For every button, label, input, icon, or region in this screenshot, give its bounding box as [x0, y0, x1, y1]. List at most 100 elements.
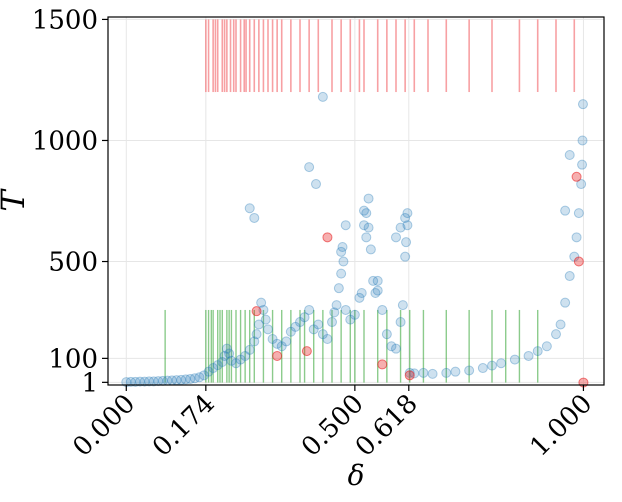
data-point [212, 360, 223, 371]
x-tick-label: 0.618 [350, 389, 424, 463]
data-point [427, 368, 438, 379]
data-point [253, 319, 264, 330]
data-point [260, 314, 271, 325]
data-point [317, 91, 328, 102]
highlight-point [272, 350, 283, 361]
data-point [299, 312, 310, 323]
x-tick-label: 1.000 [525, 389, 599, 463]
highlight-point [377, 359, 388, 370]
green-rug-lines [164, 309, 539, 383]
data-point [144, 376, 155, 387]
data-point [354, 292, 365, 303]
data-point [402, 220, 413, 231]
data-point [199, 370, 209, 381]
data-point [551, 329, 561, 340]
data-point [363, 222, 374, 233]
data-point [571, 232, 582, 243]
data-point [135, 376, 145, 387]
data-point [256, 297, 267, 308]
data-point [496, 358, 507, 369]
data-point [397, 300, 408, 311]
data-point [338, 256, 349, 267]
data-point [217, 357, 228, 367]
data-point [386, 341, 397, 352]
data-point [577, 135, 588, 146]
data-point [235, 354, 246, 365]
data-point [391, 343, 401, 354]
data-point [381, 329, 392, 340]
highlight-point [301, 346, 312, 357]
data-point [564, 271, 575, 282]
data-point [249, 336, 260, 347]
data-point [276, 341, 287, 352]
data-point [363, 193, 374, 204]
data-point [251, 329, 262, 340]
y-tick-label: 1 [81, 368, 98, 398]
data-point [402, 208, 413, 219]
data-point [327, 317, 337, 328]
data-point [267, 334, 278, 344]
data-point [189, 373, 200, 384]
data-point [333, 283, 344, 294]
data-point [130, 376, 141, 387]
x-tick-label: 0.000 [67, 389, 141, 463]
data-point [311, 179, 321, 190]
data-point [263, 324, 273, 335]
data-point [509, 354, 520, 365]
data-point [400, 212, 411, 223]
data-point [219, 350, 230, 361]
data-point [249, 212, 260, 223]
data-point [377, 304, 388, 315]
data-point [337, 242, 348, 252]
data-point [290, 321, 301, 332]
data-point [349, 309, 360, 320]
data-point [404, 367, 415, 378]
data-point [370, 288, 381, 298]
data-point [523, 350, 534, 361]
data-point [194, 372, 205, 383]
data-point [224, 348, 235, 359]
data-point [372, 275, 383, 286]
data-point [577, 159, 588, 170]
data-point [359, 205, 369, 216]
data-point [401, 237, 412, 248]
data-point [541, 341, 552, 352]
data-point [340, 304, 351, 315]
data-point [336, 268, 347, 279]
data-point [576, 179, 587, 190]
plot-frame [107, 16, 605, 386]
data-point [153, 376, 164, 387]
data-point [125, 376, 136, 387]
data-point [450, 366, 461, 377]
highlight-point [573, 256, 584, 267]
x-tick-label: 0.174 [147, 389, 221, 463]
data-point [295, 317, 305, 328]
data-point [148, 376, 159, 387]
data-point [345, 314, 356, 325]
data-point [359, 220, 369, 231]
data-point [395, 222, 406, 233]
data-point [391, 232, 401, 243]
data-point [577, 99, 588, 110]
data-point [244, 344, 255, 355]
y-tick-label: 500 [48, 248, 98, 278]
data-point [185, 373, 196, 384]
y-tick-label: 100 [48, 344, 98, 374]
data-point [356, 288, 367, 298]
data-point [560, 205, 571, 216]
x-axis-label: δ [348, 459, 365, 492]
red-rug-lines [205, 19, 576, 93]
data-point [441, 367, 452, 378]
data-point [372, 285, 383, 296]
data-point [313, 319, 324, 330]
highlight-point [322, 232, 333, 243]
data-point [304, 162, 315, 173]
data-points [121, 91, 589, 388]
data-point [203, 366, 214, 377]
data-point [340, 220, 351, 231]
data-point [240, 350, 251, 361]
data-point [418, 367, 429, 378]
